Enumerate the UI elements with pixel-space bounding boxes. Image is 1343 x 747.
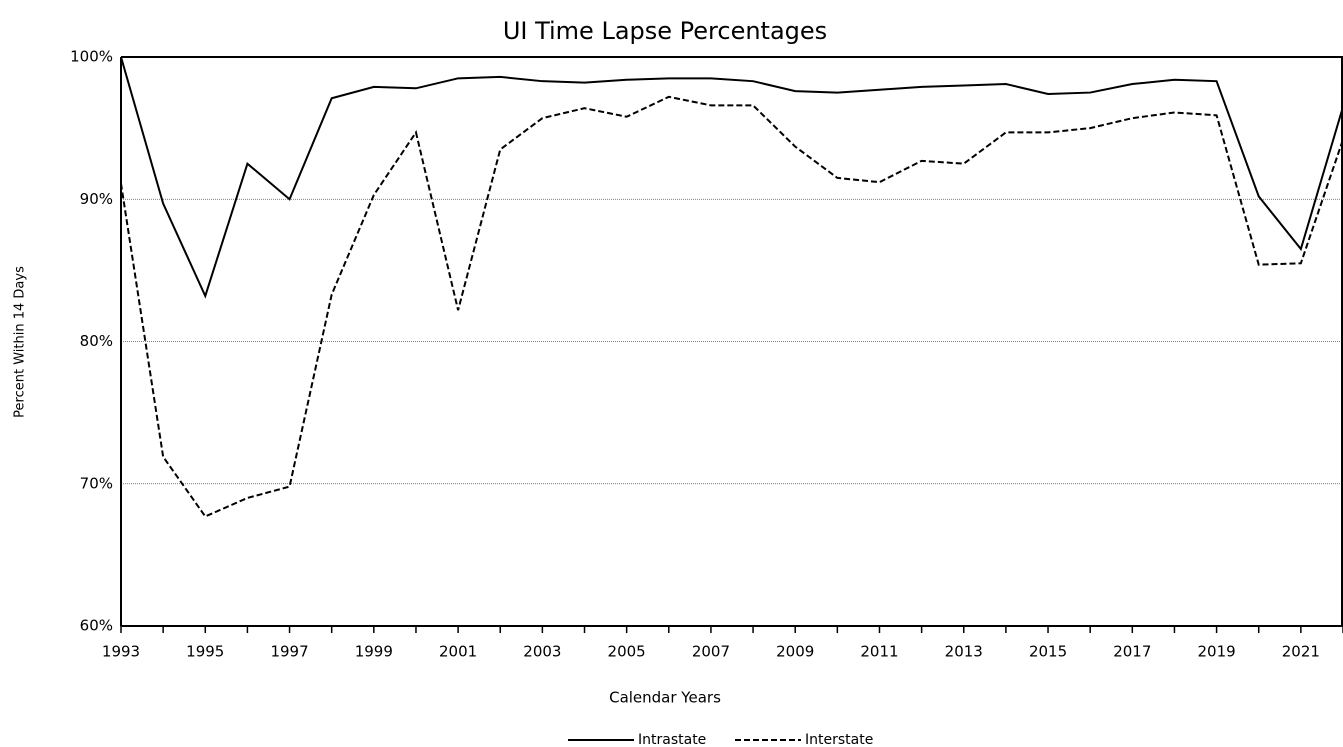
- x-tick-label: 1993: [102, 643, 140, 661]
- x-tick-label: 1995: [186, 643, 224, 661]
- x-tick-label: 2001: [439, 643, 477, 661]
- x-tick-label: 1999: [355, 643, 393, 661]
- x-tick-label: 2019: [1197, 643, 1235, 661]
- y-axis-label: Percent Within 14 Days: [13, 266, 28, 418]
- y-tick-label: 80%: [80, 332, 113, 350]
- x-axis-label: Calendar Years: [609, 689, 721, 707]
- y-tick-label: 90%: [80, 190, 113, 208]
- x-tick-label: 2017: [1113, 643, 1151, 661]
- y-tick-label: 100%: [70, 48, 113, 66]
- x-tick-label: 1997: [270, 643, 308, 661]
- x-tick-label: 2013: [945, 643, 983, 661]
- legend-label: Intrastate: [638, 732, 706, 747]
- series-line: [120, 95, 1343, 518]
- x-tick-label: 2021: [1282, 643, 1320, 661]
- chart-title: UI Time Lapse Percentages: [503, 17, 827, 45]
- series-line: [120, 56, 1343, 299]
- legend-label: Interstate: [805, 732, 873, 747]
- x-tick-label: 2005: [608, 643, 646, 661]
- x-tick-label: 2007: [692, 643, 730, 661]
- x-tick-label: 2015: [1029, 643, 1067, 661]
- x-tick-label: 2003: [523, 643, 561, 661]
- y-tick-label: 70%: [80, 474, 113, 492]
- y-tick-label: 60%: [80, 617, 113, 635]
- x-tick-label: 2009: [776, 643, 814, 661]
- x-tick-label: 2011: [860, 643, 898, 661]
